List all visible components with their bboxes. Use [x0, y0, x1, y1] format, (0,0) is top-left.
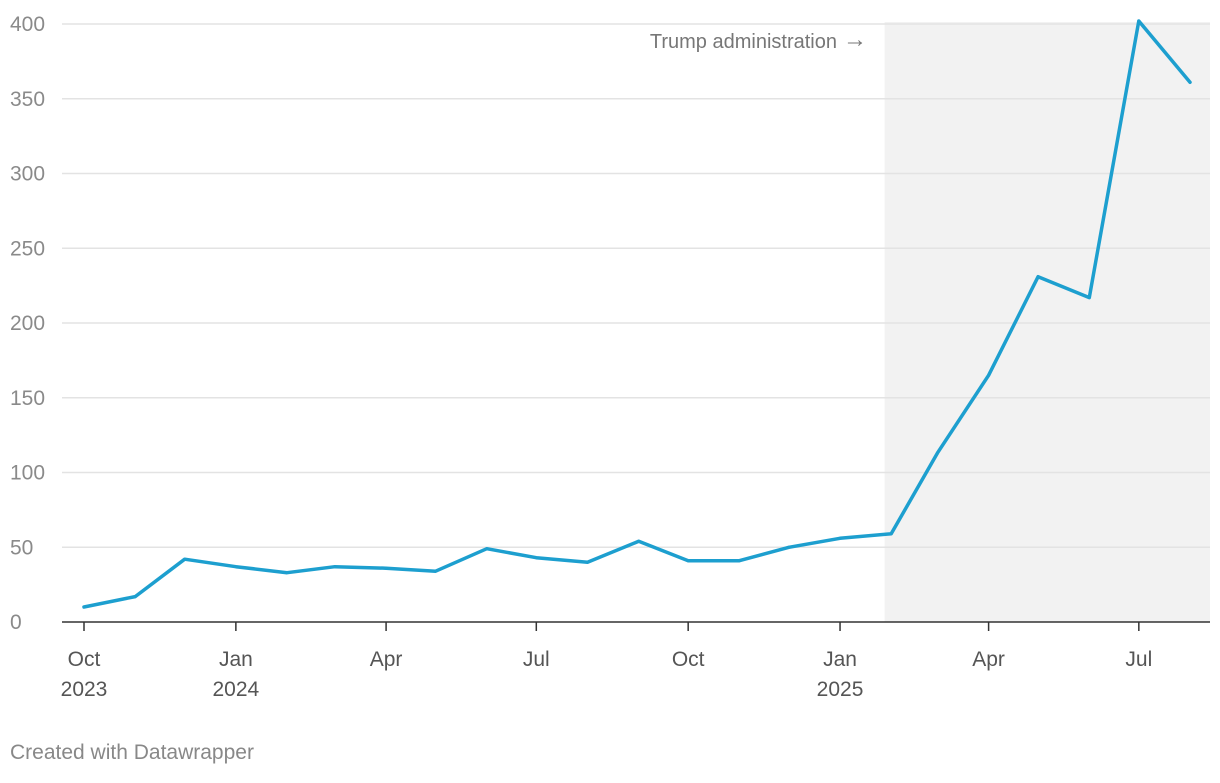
x-tick-year-label-2024: 2024	[213, 678, 260, 701]
data-point-2024-10-01	[686, 559, 690, 563]
x-tick-year-label-2023: 2023	[61, 678, 108, 701]
y-tick-label-0: 0	[10, 611, 22, 634]
data-point-2025-03-01	[935, 451, 939, 455]
y-tick-label-400: 400	[10, 13, 45, 36]
x-tick-year-label-2025: 2025	[817, 678, 864, 701]
data-point-2025-07-01	[1137, 19, 1141, 23]
shaded-region-layer	[884, 22, 1210, 622]
data-point-2024-03-01	[333, 565, 337, 569]
x-tick-label-jan-1: Jan	[219, 648, 253, 671]
x-axis: Oct 2023 Jan 2024 Apr Jul Oct Jan 2025 Apr Jul	[61, 621, 1210, 701]
annotation-label: Trump administration	[650, 31, 837, 53]
series-layer	[82, 19, 1192, 609]
x-tick-label-jul-7: Jul	[1125, 648, 1152, 671]
data-point-2024-11-01	[737, 559, 741, 563]
credit-footer: Created with Datawrapper	[10, 741, 254, 764]
data-point-2024-06-01	[485, 547, 489, 551]
data-point-2023-11-01	[133, 595, 137, 599]
data-point-2024-05-01	[434, 569, 438, 573]
y-tick-label-50: 50	[10, 536, 33, 559]
gridlines-layer	[62, 23, 1210, 548]
y-tick-label-350: 350	[10, 88, 45, 111]
data-point-2024-07-01	[534, 556, 538, 560]
data-point-2024-02-01	[285, 571, 289, 575]
data-point-2024-09-01	[637, 539, 641, 543]
y-tick-label-150: 150	[10, 387, 45, 410]
data-point-2025-04-01	[987, 373, 991, 377]
data-point-2025-05-01	[1036, 275, 1040, 279]
y-tick-label-300: 300	[10, 163, 45, 186]
data-point-2024-01-01	[234, 565, 238, 569]
x-tick-label-jul-3: Jul	[523, 648, 550, 671]
annotation-layer: Trump administration →	[650, 26, 867, 53]
x-tick-label-oct-0: Oct	[68, 648, 101, 671]
y-tick-label-200: 200	[10, 312, 45, 335]
data-point-2023-12-01	[183, 557, 187, 561]
data-point-2024-12-01	[787, 545, 791, 549]
data-point-2023-10-01	[82, 605, 86, 609]
y-tick-label-100: 100	[10, 462, 45, 485]
y-axis-labels: 0 50 100 150 200 250 300 350 400	[10, 13, 45, 634]
x-tick-label-jan-5: Jan	[823, 648, 857, 671]
data-point-2025-08-01	[1188, 80, 1192, 84]
data-point-2024-04-01	[384, 566, 388, 570]
data-point-2025-01-01	[838, 536, 842, 540]
annotation-arrow-icon: →	[843, 26, 867, 53]
y-tick-label-250: 250	[10, 237, 45, 260]
data-point-2025-02-01	[889, 532, 893, 536]
x-tick-label-apr-6: Apr	[972, 648, 1005, 671]
data-point-2024-08-01	[585, 560, 589, 564]
x-tick-label-oct-4: Oct	[672, 648, 705, 671]
data-point-2025-06-01	[1087, 296, 1091, 300]
shaded-region-trump-administration	[884, 22, 1210, 622]
x-tick-label-apr-2: Apr	[370, 648, 403, 671]
